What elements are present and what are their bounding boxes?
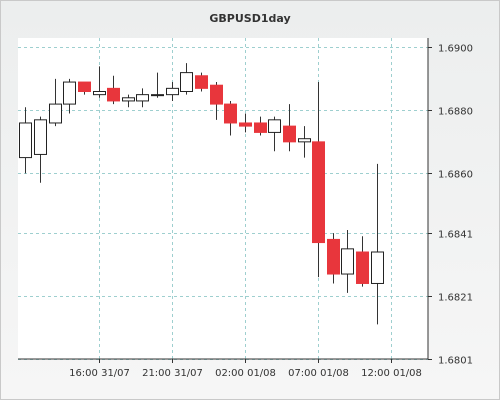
candle-body-bullish xyxy=(166,87,179,96)
candle-body-bearish xyxy=(107,87,120,102)
y-tick-label: 1.6900 xyxy=(438,44,473,55)
candle-body-bearish xyxy=(283,125,296,143)
x-tick-label: 12:00 01/08 xyxy=(361,368,422,379)
x-axis-ticks: 16:00 31/07 21:00 31/07 02:00 01/08 07:00 0… xyxy=(69,359,422,379)
x-tick-label: 16:00 31/07 xyxy=(69,368,130,379)
y-tick-label: 1.6801 xyxy=(438,356,473,367)
y-tick-label: 1.6841 xyxy=(438,230,473,241)
candle-layer xyxy=(19,63,384,325)
candle-body-bullish xyxy=(298,138,311,143)
candle-body-bullish xyxy=(136,94,149,102)
y-axis-ticks: 1.6900 1.6880 1.6860 1.6841 1.6821 1.6801 xyxy=(428,44,473,367)
x-tick-label: 02:00 01/08 xyxy=(215,368,276,379)
y-tick-label: 1.6860 xyxy=(438,170,473,181)
candle-body-bullish xyxy=(151,94,164,97)
candle-body-bearish xyxy=(210,84,223,105)
candle-body-bearish xyxy=(327,238,340,275)
x-tick-label: 07:00 01/08 xyxy=(288,368,349,379)
candle-body-bullish xyxy=(341,248,354,275)
candle-body-bullish xyxy=(63,81,76,105)
chart-title: GBPUSD1day xyxy=(209,12,290,25)
y-tick-label: 1.6880 xyxy=(438,107,473,118)
candle-body-bearish xyxy=(356,251,369,284)
candle-body-bearish xyxy=(312,141,325,244)
candle-body-bearish xyxy=(78,81,91,92)
candle-body-bearish xyxy=(224,103,237,124)
candle-body-bearish xyxy=(254,122,267,133)
candle-body-bullish xyxy=(49,103,62,124)
candle-body-bearish xyxy=(195,75,208,89)
x-tick-label: 21:00 31/07 xyxy=(142,368,203,379)
y-tick-label: 1.6821 xyxy=(438,293,473,304)
candle-body-bullish xyxy=(19,122,32,159)
candle-body-bullish xyxy=(371,251,384,284)
candle-body-bullish xyxy=(180,72,193,92)
candle-body-bullish xyxy=(122,97,135,102)
candle-body-bullish xyxy=(93,91,106,96)
candle-body-bullish xyxy=(34,119,47,155)
candle-body-bearish xyxy=(239,122,252,127)
candle-body-bullish xyxy=(268,119,281,133)
